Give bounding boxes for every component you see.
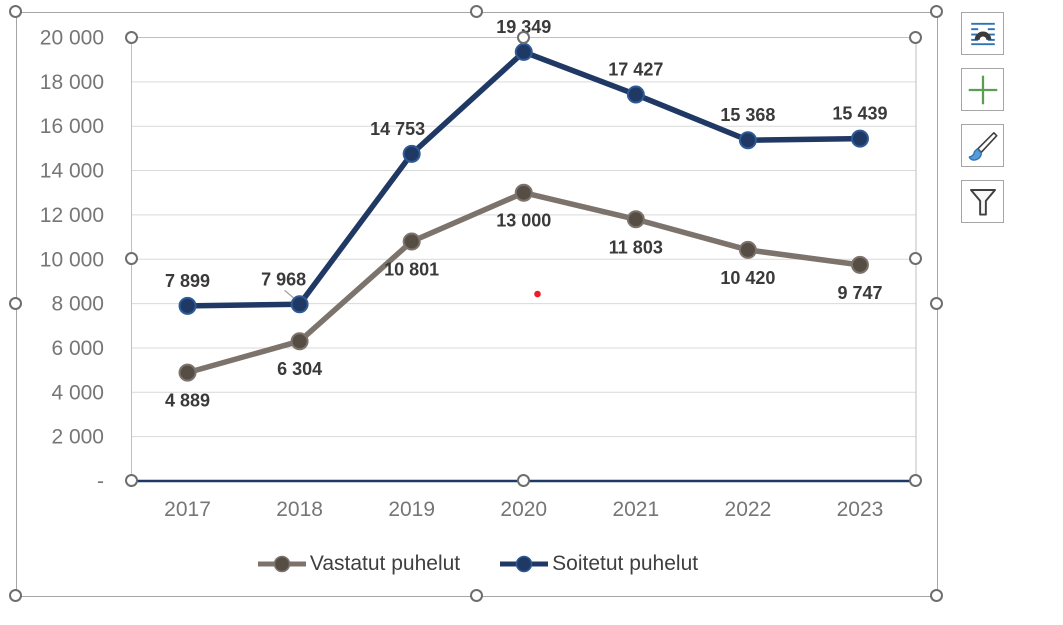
chart-selection-handle[interactable] bbox=[930, 589, 943, 602]
series-marker[interactable] bbox=[738, 131, 757, 150]
chart-selection-handle[interactable] bbox=[9, 5, 22, 18]
series-marker[interactable] bbox=[178, 363, 197, 382]
series-marker[interactable] bbox=[402, 144, 421, 163]
y-axis-tick-label[interactable]: 8 000 bbox=[51, 293, 104, 316]
data-label[interactable]: 7 899 bbox=[165, 271, 210, 291]
data-label[interactable]: 10 420 bbox=[720, 268, 775, 288]
plus-icon bbox=[968, 75, 997, 104]
series-marker[interactable] bbox=[514, 42, 533, 61]
data-label[interactable]: 11 803 bbox=[609, 237, 663, 257]
legend-item-vastatut-puhelut[interactable]: Vastatut puhelut bbox=[256, 552, 460, 576]
data-label[interactable]: 17 427 bbox=[608, 60, 663, 80]
series-marker[interactable] bbox=[850, 255, 869, 274]
y-axis-tick-label[interactable]: 6 000 bbox=[51, 337, 104, 360]
legend-marker-icon bbox=[257, 555, 306, 573]
series-marker[interactable] bbox=[738, 240, 757, 259]
data-label[interactable]: 15 368 bbox=[720, 105, 775, 125]
chart-area[interactable] bbox=[16, 12, 938, 597]
chart-elements-button[interactable] bbox=[961, 68, 1004, 111]
layout-options-button[interactable] bbox=[961, 12, 1004, 55]
chart-filters-button[interactable] bbox=[961, 180, 1004, 223]
legend-marker-icon bbox=[500, 555, 549, 573]
x-axis-tick-label[interactable]: 2022 bbox=[725, 498, 772, 521]
chart-styles-button[interactable] bbox=[961, 124, 1004, 167]
y-axis-tick-label[interactable]: 16 000 bbox=[40, 115, 104, 138]
chart-selection-handle[interactable] bbox=[469, 589, 483, 602]
series-marker[interactable] bbox=[290, 295, 309, 314]
x-axis-tick-label[interactable]: 2017 bbox=[164, 498, 211, 521]
series-marker[interactable] bbox=[850, 129, 869, 148]
data-label[interactable]: 9 747 bbox=[837, 283, 882, 303]
plot-area-selection-handle[interactable] bbox=[124, 474, 138, 487]
series-marker[interactable] bbox=[402, 232, 421, 251]
series-marker[interactable] bbox=[514, 183, 533, 202]
data-label[interactable]: 7 968 bbox=[261, 269, 306, 289]
y-axis-tick-label[interactable]: 4 000 bbox=[51, 381, 104, 404]
legend-item-soitetut-puhelut[interactable]: Soitetut puhelut bbox=[498, 552, 698, 576]
chart-selection-handle[interactable] bbox=[9, 589, 22, 602]
plot-area-selection-handle[interactable] bbox=[909, 252, 922, 266]
y-axis-tick-label[interactable]: 2 000 bbox=[51, 426, 104, 449]
x-axis-tick-label[interactable]: 2020 bbox=[500, 498, 547, 521]
red-dot-annotation bbox=[534, 290, 541, 298]
plot-area-selection-handle[interactable] bbox=[909, 30, 922, 44]
paintbrush-icon bbox=[968, 131, 998, 161]
plot-area-selection-handle[interactable] bbox=[516, 474, 530, 487]
plot-area-selection-handle[interactable] bbox=[124, 252, 138, 266]
series-marker[interactable] bbox=[626, 85, 645, 104]
data-label[interactable]: 19 349 bbox=[496, 17, 551, 37]
y-axis-tick-label[interactable]: 12 000 bbox=[40, 204, 104, 227]
series-marker[interactable] bbox=[290, 332, 309, 351]
funnel-icon bbox=[969, 188, 996, 216]
chart-legend[interactable]: Vastatut puhelut Soitetut puhelut bbox=[16, 549, 938, 579]
legend-label: Vastatut puhelut bbox=[309, 552, 461, 575]
data-label[interactable]: 15 439 bbox=[832, 104, 887, 124]
chart-selection-handle[interactable] bbox=[469, 5, 483, 18]
y-axis-tick-label[interactable]: 14 000 bbox=[40, 160, 104, 183]
chart-selection-handle[interactable] bbox=[930, 5, 943, 18]
chart-selection-handle[interactable] bbox=[9, 297, 22, 310]
plot-area-selection-handle[interactable] bbox=[516, 30, 530, 44]
x-axis-tick-label[interactable]: 2023 bbox=[837, 498, 884, 521]
chart-selection-handle[interactable] bbox=[930, 297, 943, 310]
legend-label: Soitetut puhelut bbox=[552, 552, 699, 575]
plot-area-selection-handle[interactable] bbox=[124, 30, 138, 44]
data-label[interactable]: 14 753 bbox=[370, 119, 425, 139]
layout-options-icon bbox=[970, 22, 995, 45]
data-label[interactable]: 13 000 bbox=[496, 211, 551, 231]
data-label[interactable]: 6 304 bbox=[277, 359, 322, 379]
series-marker[interactable] bbox=[178, 296, 197, 315]
x-axis-tick-label[interactable]: 2019 bbox=[388, 498, 435, 521]
y-axis-tick-label[interactable]: 10 000 bbox=[40, 248, 104, 271]
y-axis-tick-label[interactable]: 20 000 bbox=[40, 27, 104, 50]
y-axis-tick-label[interactable]: 18 000 bbox=[40, 71, 104, 94]
series-marker[interactable] bbox=[626, 210, 645, 229]
x-axis-tick-label[interactable]: 2018 bbox=[276, 498, 323, 521]
data-label[interactable]: 10 801 bbox=[384, 259, 439, 279]
x-axis-tick-label[interactable]: 2021 bbox=[612, 498, 659, 521]
data-label[interactable]: 4 889 bbox=[165, 391, 210, 411]
plot-area-selection-handle[interactable] bbox=[909, 474, 922, 487]
y-axis-tick-label[interactable]: - bbox=[97, 470, 104, 493]
